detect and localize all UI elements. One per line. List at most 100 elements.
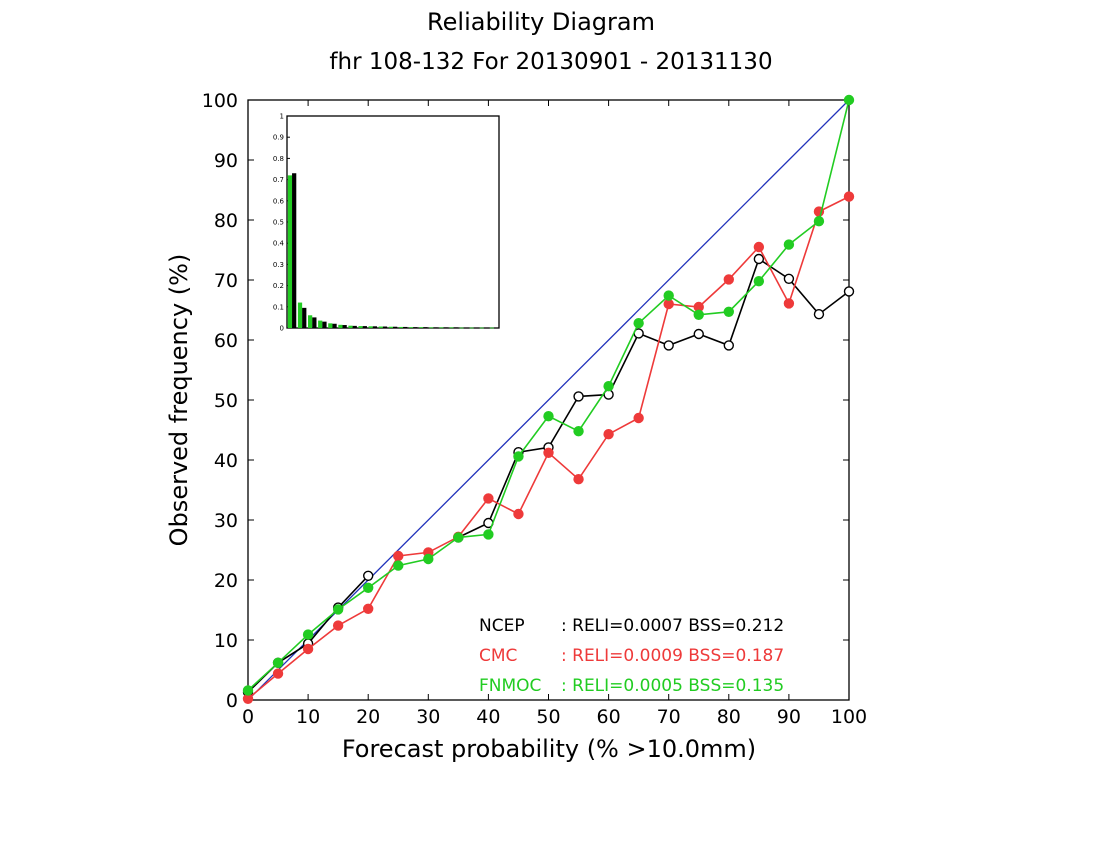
inset-bar-ncep xyxy=(423,327,428,328)
inset-bar-ncep xyxy=(332,323,337,328)
inset-y-tick-label: 1 xyxy=(280,113,284,121)
y-tick-label: 40 xyxy=(214,450,238,472)
x-tick-label: 40 xyxy=(476,706,500,728)
legend-name-cmc: CMC xyxy=(479,646,517,666)
inset-bar-fnmoc xyxy=(479,327,484,329)
inset-bar-fnmoc xyxy=(469,327,474,329)
data-point-cmc xyxy=(483,493,494,504)
data-point-fnmoc xyxy=(423,553,434,565)
inset-bar-fnmoc xyxy=(459,327,464,329)
data-point-fnmoc xyxy=(302,629,314,640)
inset-bar-fnmoc xyxy=(398,326,404,328)
x-tick-label: 100 xyxy=(831,706,867,728)
data-point-fnmoc xyxy=(843,94,855,106)
data-point-cmc xyxy=(272,668,284,679)
data-point-fnmoc xyxy=(453,532,464,543)
inset-bar-fnmoc xyxy=(297,302,303,328)
data-point-fnmoc xyxy=(603,381,614,392)
y-tick-label: 30 xyxy=(214,510,238,532)
diagonal-line xyxy=(247,99,850,701)
data-point-cmc xyxy=(242,693,254,704)
data-point-fnmoc xyxy=(753,276,765,287)
y-tick-label: 60 xyxy=(214,330,238,352)
data-point-cmc xyxy=(753,241,765,253)
data-point-cmc xyxy=(393,550,404,562)
inset-bar-ncep xyxy=(322,321,327,328)
inset-bar-ncep xyxy=(372,326,378,328)
inset-bar-fnmoc xyxy=(449,327,454,329)
inset-y-tick-label: 0.3 xyxy=(273,261,284,269)
series-cmc xyxy=(242,191,855,704)
inset-bar-fnmoc xyxy=(419,327,424,328)
inset-y-tick-label: 0.2 xyxy=(273,282,284,290)
data-point-cmc xyxy=(363,603,374,614)
x-tick-label: 60 xyxy=(597,706,621,728)
x-tick-label: 50 xyxy=(536,706,560,728)
inset-bar-fnmoc xyxy=(489,327,494,329)
x-tick-label: 10 xyxy=(296,706,320,728)
y-tick-label: 10 xyxy=(214,630,238,652)
inset-histogram: 0 0.1 0.2 0.3 0.4 0.5 0.6 0.7 0.8 0.9 1 xyxy=(273,113,500,333)
inset-bar-ncep xyxy=(473,327,479,329)
y-tick-label: 20 xyxy=(214,570,238,592)
data-point-fnmoc xyxy=(332,604,344,615)
data-point-fnmoc xyxy=(663,290,674,301)
data-point-cmc xyxy=(513,508,524,520)
data-point-ncep xyxy=(693,328,704,340)
inset-y-tick-label: 0.7 xyxy=(273,176,284,184)
y-tick-label: 70 xyxy=(214,270,238,292)
legend-name-fnmoc: FNMOC xyxy=(479,676,541,696)
data-point-cmc xyxy=(332,620,344,631)
inset-y-tick-label: 0.1 xyxy=(273,303,284,311)
inset-bar-fnmoc xyxy=(439,327,444,329)
data-point-cmc xyxy=(663,298,674,310)
legend: NCEP: RELI=0.0007 BSS=0.212 CMC: RELI=0.0… xyxy=(479,616,784,696)
data-point-fnmoc xyxy=(783,239,795,250)
inset-bar-ncep xyxy=(433,327,438,329)
inset-bar-fnmoc xyxy=(307,315,313,328)
chart-title: Reliability Diagram xyxy=(427,8,655,36)
inset-bar-fnmoc xyxy=(408,327,414,328)
inset-y-tick-label: 0.8 xyxy=(273,155,284,163)
x-tick-label: 70 xyxy=(657,706,681,728)
y-tick-label: 100 xyxy=(202,90,238,112)
inset-bar-ncep xyxy=(483,327,489,329)
series-fnmoc xyxy=(242,94,855,696)
inset-bar-ncep xyxy=(463,327,468,329)
data-point-cmc xyxy=(783,298,795,309)
inset-bar-ncep xyxy=(312,317,317,328)
data-point-ncep xyxy=(663,340,674,351)
inset-bar-fnmoc xyxy=(378,326,383,328)
inset-bar-fnmoc xyxy=(368,326,373,328)
x-tick-label: 80 xyxy=(717,706,741,728)
y-tick-label: 90 xyxy=(214,150,238,172)
data-point-fnmoc xyxy=(573,426,584,437)
data-point-fnmoc xyxy=(693,309,704,320)
inset-bar-fnmoc xyxy=(348,325,353,328)
x-tick-label: 0 xyxy=(242,706,254,728)
inset-bar-fnmoc xyxy=(358,326,363,328)
inset-bar-fnmoc xyxy=(318,320,323,328)
inset-y-tick-label: 0.5 xyxy=(273,219,284,227)
inset-y-tick-label: 0.9 xyxy=(273,134,284,142)
inset-bar-ncep xyxy=(362,326,367,328)
inset-bar-ncep xyxy=(382,326,388,328)
x-tick-label: 20 xyxy=(356,706,380,728)
y-tick-label: 80 xyxy=(214,210,238,232)
inset-bar-ncep xyxy=(393,326,398,328)
legend-stats-fnmoc: : RELI=0.0005 BSS=0.135 xyxy=(561,676,784,696)
data-point-fnmoc xyxy=(483,529,494,540)
data-point-cmc xyxy=(573,474,584,485)
data-point-cmc xyxy=(603,429,614,440)
data-point-fnmoc xyxy=(393,560,404,571)
data-point-ncep xyxy=(753,253,765,265)
plot-area: 0 10 20 30 40 50 60 70 80 90 100010203040506070809… xyxy=(202,90,867,728)
inset-bar-ncep xyxy=(352,325,357,328)
data-point-fnmoc xyxy=(363,582,374,593)
inset-bar-fnmoc xyxy=(287,175,293,328)
data-point-cmc xyxy=(843,191,855,202)
inset-y-tick-label: 0.6 xyxy=(273,197,285,205)
data-point-fnmoc xyxy=(272,657,284,668)
data-point-fnmoc xyxy=(543,411,554,422)
